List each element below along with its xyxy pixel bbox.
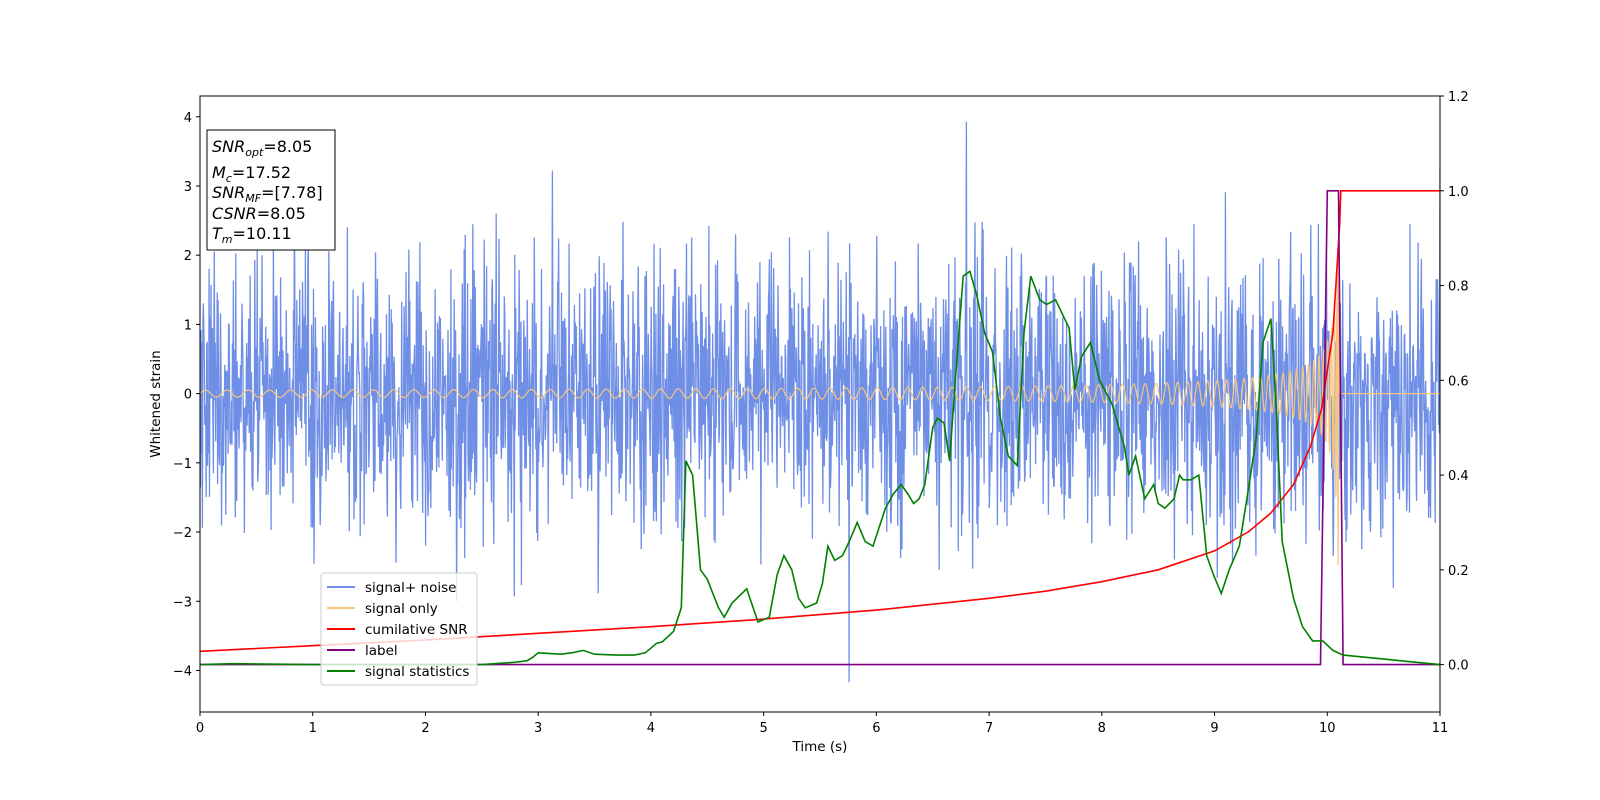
x-tick-label: 7: [985, 721, 993, 736]
x-tick-label: 11: [1432, 721, 1449, 736]
series-signal-only: [200, 238, 1440, 566]
x-tick-label: 2: [421, 721, 429, 736]
info-box-line: CSNR=8.05: [212, 204, 306, 223]
x-tick-label: 1: [309, 721, 317, 736]
info-box-line: Tm=10.11: [212, 224, 292, 246]
x-tick-label: 0: [196, 721, 204, 736]
y-tick-label-left: 2: [184, 249, 192, 264]
y-axis-left: 4 3 2 1 0 −1 −2 −3 −4: [173, 111, 200, 679]
y-axis-right: 1.2 1.0 0.8 0.6 0.4 0.2 0.0: [1440, 90, 1469, 674]
legend-label: label: [365, 643, 398, 659]
y-tick-label-right: 0.4: [1448, 469, 1469, 484]
info-box-line: Mc=17.52: [212, 163, 291, 185]
legend-label: cumilative SNR: [365, 622, 468, 638]
legend-frame: [320, 572, 478, 686]
y-tick-label-left: 1: [184, 318, 192, 333]
y-tick-label-right: 0.0: [1448, 659, 1469, 674]
plot-frame: [199, 95, 1441, 713]
y-axis-label: Whitened strain: [148, 350, 164, 457]
series-cumulative-snr: [200, 190, 1440, 653]
y-tick-label-left: 0: [184, 388, 192, 403]
info-box: SNRopt=8.05 Mc=17.52SNRMF=[7.78]CSNR=8.05…: [206, 129, 336, 251]
x-axis: 0 1 2 3 4 5 6 7 8 9 10 11: [196, 712, 1448, 736]
legend-label: signal statistics: [365, 664, 469, 680]
x-axis-label: Time (s): [792, 739, 848, 755]
series-label: [200, 190, 1440, 666]
x-tick-label: 10: [1319, 721, 1336, 736]
y-tick-label-left: 4: [184, 111, 192, 126]
series-signal-statistics: [200, 269, 1440, 666]
y-tick-label-right: 1.0: [1448, 185, 1469, 200]
x-tick-label: 3: [534, 721, 542, 736]
legend-label: signal only: [365, 601, 438, 617]
legend-label: signal+ noise: [365, 580, 456, 596]
y-tick-label-left: −4: [173, 664, 192, 679]
x-tick-label: 4: [647, 721, 655, 736]
x-tick-label: 6: [872, 721, 880, 736]
y-tick-label-left: 3: [184, 180, 192, 195]
series-signal-noise: [200, 121, 1440, 683]
y-tick-label-left: −1: [173, 457, 192, 472]
info-box-line: SNRopt=8.05: [212, 137, 312, 159]
y-tick-label-right: 0.8: [1448, 280, 1469, 295]
y-tick-label-right: 0.2: [1448, 564, 1469, 579]
y-tick-label-right: 0.6: [1448, 374, 1469, 389]
y-tick-label-left: −2: [173, 526, 192, 541]
info-box-line: SNRMF=[7.78]: [212, 183, 323, 205]
series-layer: [200, 121, 1440, 683]
legend: signal+ noise signal only cumilative SNR la…: [320, 572, 478, 686]
y-tick-label-right: 1.2: [1448, 90, 1469, 105]
info-box-frame: [206, 129, 336, 251]
x-tick-label: 8: [1098, 721, 1106, 736]
x-tick-label: 9: [1210, 721, 1218, 736]
x-tick-label: 5: [759, 721, 767, 736]
y-tick-label-left: −3: [173, 595, 192, 610]
